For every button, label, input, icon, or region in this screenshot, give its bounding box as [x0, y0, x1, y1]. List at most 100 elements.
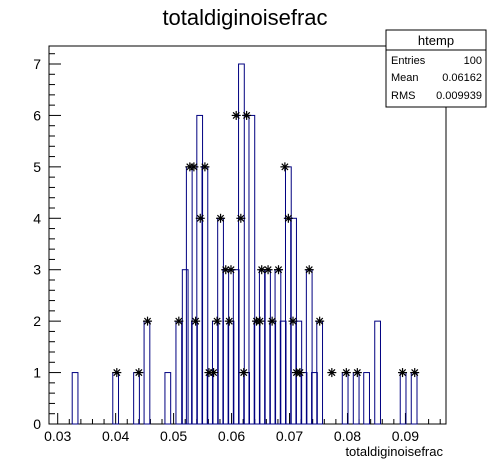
- marker-stroke: [237, 214, 245, 222]
- marker-stroke: [135, 368, 143, 377]
- data-marker: [224, 316, 234, 326]
- histogram-bin: [71, 372, 79, 425]
- marker-stroke: [281, 163, 289, 171]
- y-tick-label: 3: [33, 262, 41, 278]
- marker-stroke: [289, 317, 297, 325]
- data-marker: [255, 316, 265, 326]
- y-tick-label: 6: [33, 107, 41, 123]
- data-marker: [327, 368, 337, 378]
- x-tick-label: 0.08: [334, 428, 361, 444]
- data-marker: [143, 316, 153, 326]
- marker-stroke: [328, 368, 336, 377]
- histogram-bin: [232, 269, 240, 425]
- marker-stroke: [243, 111, 251, 120]
- marker-stroke: [192, 317, 200, 325]
- marker-stroke: [316, 317, 324, 325]
- marker-stroke: [225, 317, 233, 325]
- data-marker: [242, 110, 252, 120]
- marker-stroke: [296, 368, 304, 377]
- data-marker: [236, 213, 246, 223]
- marker-stroke: [196, 214, 204, 222]
- x-tick-label: 0.05: [160, 428, 187, 444]
- data-marker: [174, 316, 184, 326]
- y-tick-label: 1: [33, 365, 41, 381]
- marker-stroke: [222, 266, 230, 274]
- histogram-bin: [279, 320, 287, 425]
- histogram-bin: [164, 372, 172, 425]
- stats-mean-label: Mean: [391, 72, 419, 84]
- marker-stroke: [284, 214, 292, 222]
- marker-stroke: [305, 266, 313, 274]
- x-tick-label: 0.09: [392, 428, 419, 444]
- marker-stroke: [227, 266, 235, 274]
- data-marker: [283, 213, 293, 223]
- histogram-bin: [175, 320, 183, 425]
- marker-stroke: [398, 368, 407, 377]
- marker-stroke: [342, 368, 350, 377]
- y-tick-label: 4: [33, 210, 41, 226]
- marker-stroke: [274, 266, 283, 274]
- y-tick-labels: 0 1 2 3 4 5 6 7: [33, 56, 41, 432]
- stats-box-frame: [385, 29, 487, 108]
- histogram-bin: [133, 372, 140, 425]
- data-marker: [212, 316, 222, 326]
- marker-stroke: [232, 111, 240, 120]
- histogram-bin: [374, 320, 381, 425]
- data-marker: [216, 213, 226, 223]
- y-tick-label: 5: [33, 159, 41, 175]
- data-marker: [288, 316, 298, 326]
- marker-stroke: [411, 368, 419, 377]
- marker-stroke: [213, 317, 221, 325]
- data-marker: [231, 110, 241, 120]
- data-marker: [274, 265, 284, 275]
- data-marker: [341, 368, 351, 378]
- stats-entries-label: Entries: [391, 55, 426, 67]
- stats-rms-label: RMS: [391, 90, 415, 102]
- data-marker: [191, 316, 201, 326]
- x-tick-label: 0.04: [102, 428, 129, 444]
- histogram-bin: [410, 372, 418, 425]
- data-marker: [295, 368, 305, 378]
- marker-stroke: [143, 317, 152, 325]
- data-marker: [280, 162, 290, 172]
- marker-stroke: [268, 317, 276, 325]
- data-marker: [200, 162, 210, 172]
- histogram-bin: [181, 269, 189, 425]
- marker-stroke: [216, 214, 225, 222]
- histogram-bin: [311, 372, 318, 425]
- data-marker: [189, 162, 199, 172]
- data-marker: [410, 368, 420, 378]
- stats-rms-value: 0.009939: [436, 90, 482, 102]
- stats-mean-value: 0.06162: [442, 72, 482, 84]
- data-marker: [304, 265, 314, 275]
- data-marker: [352, 368, 362, 378]
- y-tick-label: 2: [33, 313, 41, 329]
- marker-stroke: [240, 368, 248, 377]
- data-markers: [112, 110, 420, 378]
- x-tick-label: 0.07: [276, 428, 303, 444]
- histogram-bin: [196, 114, 204, 425]
- x-tick-labels: 0.03 0.04 0.05 0.06 0.07 0.08 0.09: [44, 428, 419, 444]
- marker-stroke: [256, 317, 264, 325]
- marker-stroke: [190, 163, 198, 171]
- stats-entries-value: 100: [464, 55, 482, 67]
- marker-stroke: [210, 368, 218, 377]
- marker-stroke: [258, 266, 266, 274]
- data-marker: [315, 316, 325, 326]
- marker-stroke: [113, 368, 121, 377]
- data-marker: [239, 368, 249, 378]
- histogram-bin: [248, 114, 256, 425]
- marker-stroke: [201, 163, 209, 171]
- x-tick-label: 0.06: [218, 428, 245, 444]
- data-marker: [209, 368, 219, 378]
- data-marker: [398, 368, 408, 378]
- x-tick-label: 0.03: [44, 428, 71, 444]
- marker-stroke: [175, 317, 183, 325]
- y-tick-label: 7: [33, 56, 41, 72]
- stats-box-title: htemp: [418, 33, 454, 48]
- histogram-bin: [352, 372, 360, 425]
- data-marker: [263, 265, 273, 275]
- marker-stroke: [264, 266, 272, 274]
- marker-stroke: [353, 368, 361, 377]
